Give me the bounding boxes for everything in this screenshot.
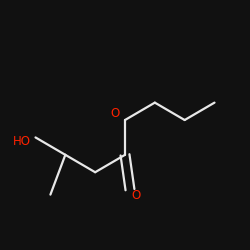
Text: HO: HO [13,135,31,148]
Text: O: O [110,107,120,120]
Text: O: O [132,189,141,202]
